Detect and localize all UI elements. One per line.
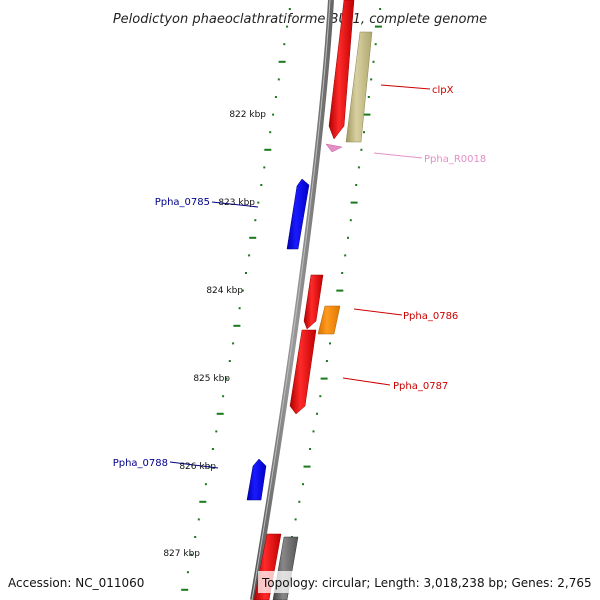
- ruler-major-tick: [363, 113, 371, 116]
- ruler-minor-tick: [367, 96, 370, 98]
- ruler-minor-tick: [272, 113, 275, 116]
- ruler-minor-tick: [228, 360, 231, 362]
- ruler-minor-tick: [225, 377, 228, 380]
- ruler-minor-tick: [238, 307, 241, 310]
- ruler-minor-tick: [302, 483, 304, 486]
- accession-text: Accession: NC_011060: [8, 576, 144, 590]
- gene-label-ppha-0787: Ppha_0787: [393, 381, 448, 392]
- ruler-major-tick: [336, 289, 344, 292]
- feature-ppha-0786[interactable]: [317, 305, 341, 335]
- ruler-minor-tick: [222, 395, 225, 398]
- topology-text: Topology: circular; Length: 3,018,238 bp…: [261, 576, 592, 590]
- tick-label-824: 824 kbp: [206, 286, 243, 296]
- map-title: Pelodictyon phaeoclathratiforme BU-1, co…: [113, 12, 487, 27]
- ruler-major-tick: [374, 25, 382, 28]
- ruler-minor-tick: [379, 8, 382, 10]
- ruler-minor-tick: [347, 236, 349, 239]
- feature-ppha-r0018[interactable]: [325, 143, 343, 153]
- ruler-major-tick: [181, 588, 189, 591]
- ruler-minor-tick: [215, 430, 218, 433]
- ruler-minor-tick: [357, 166, 360, 169]
- feature-ppha-0788[interactable]: [246, 458, 267, 501]
- genome-backbone: [250, 0, 334, 600]
- ruler-minor-tick: [274, 96, 277, 98]
- ruler-minor-tick: [309, 448, 312, 450]
- outer-ruler: [279, 8, 382, 591]
- ruler-minor-tick: [248, 254, 251, 257]
- label-leaders: [169, 84, 431, 469]
- feature-red-824a[interactable]: [303, 274, 324, 330]
- tick-label-827: 827 kbp: [163, 549, 200, 559]
- tick-label-823: 823 kbp: [218, 198, 255, 208]
- ruler-major-tick: [278, 60, 286, 63]
- inner-ruler: [181, 8, 291, 591]
- ruler-minor-tick: [190, 553, 193, 556]
- ruler-minor-tick: [325, 360, 328, 362]
- ruler-minor-tick: [294, 518, 297, 521]
- gene-label-ppha-0786: Ppha_0786: [403, 311, 458, 322]
- ruler-minor-tick: [360, 148, 363, 151]
- ruler-minor-tick: [260, 184, 263, 186]
- ruler-major-tick: [264, 148, 272, 151]
- feature-ppha-0787[interactable]: [289, 329, 317, 415]
- ruler-minor-tick: [269, 131, 272, 134]
- ruler-minor-tick: [344, 254, 347, 257]
- feature-olive[interactable]: [345, 31, 373, 143]
- ruler-minor-tick: [370, 78, 373, 81]
- ruler-minor-tick: [197, 518, 200, 521]
- ruler-minor-tick: [374, 43, 377, 46]
- feature-clpX[interactable]: [328, 0, 355, 140]
- ruler-minor-tick: [372, 60, 375, 63]
- ruler-minor-tick: [355, 184, 358, 186]
- ruler-major-tick: [199, 500, 207, 503]
- ruler-minor-tick: [232, 342, 235, 345]
- ruler-minor-tick: [254, 219, 257, 222]
- feature-ppha-0785[interactable]: [286, 178, 310, 250]
- ruler-minor-tick: [329, 342, 331, 345]
- ruler-minor-tick: [298, 500, 301, 503]
- ruler-minor-tick: [263, 166, 266, 169]
- ruler-minor-tick: [316, 412, 318, 415]
- ruler-minor-tick: [341, 272, 344, 274]
- tick-label-826: 826 kbp: [179, 462, 216, 472]
- gene-label-clpx: clpX: [432, 85, 454, 96]
- ruler-major-tick: [216, 412, 224, 415]
- ruler-minor-tick: [204, 483, 207, 486]
- ruler-minor-tick: [241, 289, 244, 292]
- topology-backdrop: [258, 571, 592, 593]
- ruler-minor-tick: [288, 8, 291, 10]
- gene-label-ppha-0788: Ppha_0788: [113, 458, 168, 469]
- ruler-major-tick: [233, 324, 241, 327]
- ruler-minor-tick: [349, 219, 352, 222]
- ruler-minor-tick: [277, 78, 280, 81]
- ruler-minor-tick: [312, 430, 315, 433]
- tick-label-825: 825 kbp: [193, 374, 230, 384]
- ruler-major-tick: [303, 465, 311, 468]
- ruler-minor-tick: [283, 43, 286, 46]
- ruler-major-tick: [350, 201, 358, 204]
- ruler-minor-tick: [363, 131, 365, 134]
- ruler-major-tick: [249, 236, 257, 239]
- ruler-minor-tick: [186, 571, 189, 574]
- tick-label-822: 822 kbp: [229, 110, 266, 120]
- ruler-minor-tick: [319, 395, 322, 398]
- ruler-minor-tick: [245, 272, 247, 274]
- gene-label-ppha-r0018: Ppha_R0018: [424, 154, 486, 165]
- ruler-minor-tick: [211, 448, 214, 450]
- ruler-minor-tick: [194, 536, 197, 538]
- gene-label-ppha-0785: Ppha_0785: [155, 197, 210, 208]
- ruler-minor-tick: [286, 25, 289, 28]
- ruler-minor-tick: [257, 201, 260, 204]
- ruler-major-tick: [320, 377, 328, 380]
